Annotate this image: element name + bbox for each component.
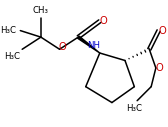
- Text: CH₃: CH₃: [33, 6, 49, 15]
- Text: O: O: [100, 16, 107, 26]
- Text: O: O: [58, 42, 66, 52]
- Text: NH: NH: [87, 41, 100, 50]
- Text: H₃C: H₃C: [126, 104, 142, 113]
- Text: H₃C: H₃C: [1, 26, 17, 35]
- Polygon shape: [77, 36, 100, 53]
- Text: O: O: [156, 63, 163, 73]
- Text: H₃C: H₃C: [4, 52, 20, 61]
- Text: O: O: [159, 26, 166, 36]
